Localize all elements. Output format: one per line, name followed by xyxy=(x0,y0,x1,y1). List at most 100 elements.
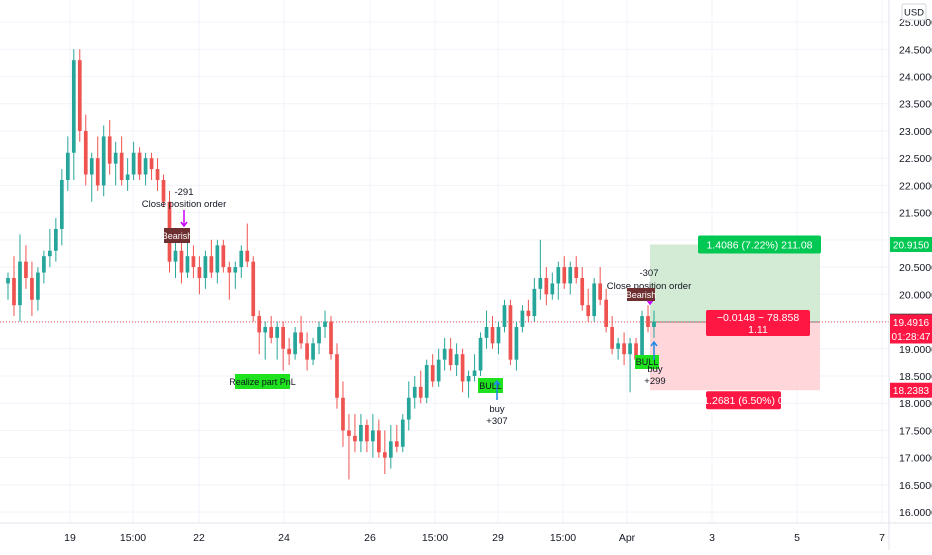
close-position-label: Close position order xyxy=(142,199,227,210)
candle-body xyxy=(179,250,184,273)
candle-body xyxy=(24,261,28,278)
candle-body xyxy=(376,430,381,453)
candle-body xyxy=(245,250,250,262)
candle-body xyxy=(454,354,459,366)
price-tick-label: 17.0000 xyxy=(899,453,932,465)
price-tick-label: 22.0000 xyxy=(899,180,932,192)
candle-body xyxy=(424,365,429,398)
candle-body xyxy=(257,316,262,333)
candle-body xyxy=(83,130,88,175)
candle-body xyxy=(269,326,274,338)
profit-zone[interactable] xyxy=(650,244,820,322)
candle-body xyxy=(341,397,345,431)
candle-body xyxy=(161,179,166,202)
candle-body xyxy=(634,343,638,360)
candle-body xyxy=(251,261,256,317)
candle-body xyxy=(508,305,513,360)
candle-body xyxy=(305,343,309,360)
candle-body xyxy=(287,348,291,355)
candle-body xyxy=(53,228,58,251)
price-badge-text: 20.9150 xyxy=(893,240,930,251)
position-tool[interactable]: 1.4086 (7.22%) 211.08 −0.0148 ~ 78.8581.1… xyxy=(0,235,889,410)
candle-body xyxy=(353,435,357,442)
candle-body xyxy=(149,158,154,170)
profit-label-box xyxy=(698,235,821,254)
candle-body xyxy=(382,452,387,458)
candle-body xyxy=(36,272,40,300)
candle-body xyxy=(239,250,244,268)
price-tick-label: 19.0000 xyxy=(899,344,932,356)
price-badge-text: 19.4916 xyxy=(893,318,930,329)
candle-body xyxy=(137,152,142,175)
price-tick-label: 24.5000 xyxy=(899,44,932,56)
candle-body xyxy=(299,332,303,344)
candle-body xyxy=(646,316,650,327)
buy-arrow-icon-head xyxy=(493,379,501,386)
candle-body xyxy=(556,267,561,284)
time-tick-label: 7 xyxy=(879,532,885,544)
candle-body xyxy=(442,348,447,360)
center-label-box xyxy=(706,309,810,336)
candle-body xyxy=(227,267,232,273)
time-tick-label: 19 xyxy=(64,532,76,544)
candle-body xyxy=(317,326,321,344)
candle-body xyxy=(42,256,46,273)
candle-body xyxy=(574,267,579,278)
candle-body xyxy=(131,152,136,175)
loss-label: 1.2681 (6.50%) 0 xyxy=(703,395,784,407)
candle-body xyxy=(185,256,190,273)
bearish-tag xyxy=(627,288,655,301)
time-axis[interactable]: 19 15:00 22 24 26 15:00 29 15:00 Apr 3 5 7 xyxy=(0,522,932,544)
sell-arrow-icon-head xyxy=(180,221,188,228)
candle-body xyxy=(125,174,130,180)
candle-body xyxy=(71,60,76,153)
price-tick-label: 23.5000 xyxy=(899,99,932,111)
candlestick-series xyxy=(6,49,656,480)
candle-body xyxy=(293,332,297,355)
candle-body xyxy=(12,277,16,306)
candle-body xyxy=(173,250,178,262)
buy-label: buy xyxy=(489,404,505,415)
candle-body xyxy=(520,310,525,327)
candle-body xyxy=(598,283,603,300)
price-tick-label: 21.5000 xyxy=(899,208,932,220)
candle-body xyxy=(209,256,214,273)
candle-body xyxy=(311,343,315,360)
center-label-ratio: 1.11 xyxy=(748,324,768,336)
currency-button[interactable] xyxy=(901,3,927,21)
time-tick-label: 26 xyxy=(364,532,376,544)
candle-body xyxy=(107,136,112,164)
profit-label: 1.4086 (7.22%) 211.08 xyxy=(706,239,812,251)
bull-tag xyxy=(635,355,659,369)
candle-body xyxy=(400,419,405,447)
candle-body xyxy=(6,277,10,284)
time-tick-label: 3 xyxy=(709,532,715,544)
candle-body xyxy=(281,326,286,349)
candle-body xyxy=(365,424,369,442)
candle-body xyxy=(460,354,465,382)
candle-body xyxy=(592,283,597,317)
price-tick-label: 23.0000 xyxy=(899,126,932,138)
candle-body xyxy=(484,326,489,338)
candle-body xyxy=(490,326,495,344)
candle-body xyxy=(347,430,351,436)
candle-body xyxy=(580,277,585,306)
candle-body xyxy=(448,348,453,366)
price-axis[interactable]: 16.0000 16.5000 17.0000 17.5000 18.0000 18.50… xyxy=(888,0,932,550)
chart-grid xyxy=(0,0,889,523)
candle-body xyxy=(48,250,52,257)
candle-body xyxy=(77,60,82,131)
candle-body xyxy=(622,343,626,355)
price-tick-label: 16.5000 xyxy=(899,480,932,492)
candle-body xyxy=(215,245,220,273)
candle-body xyxy=(221,245,226,268)
candle-body xyxy=(89,158,94,175)
close-position-label: Close position order xyxy=(607,281,692,292)
sell-arrow-icon-head xyxy=(646,299,654,306)
candle-body xyxy=(640,316,644,360)
candle-body xyxy=(496,326,501,344)
price-badge xyxy=(890,382,932,398)
candle-body xyxy=(526,310,531,317)
